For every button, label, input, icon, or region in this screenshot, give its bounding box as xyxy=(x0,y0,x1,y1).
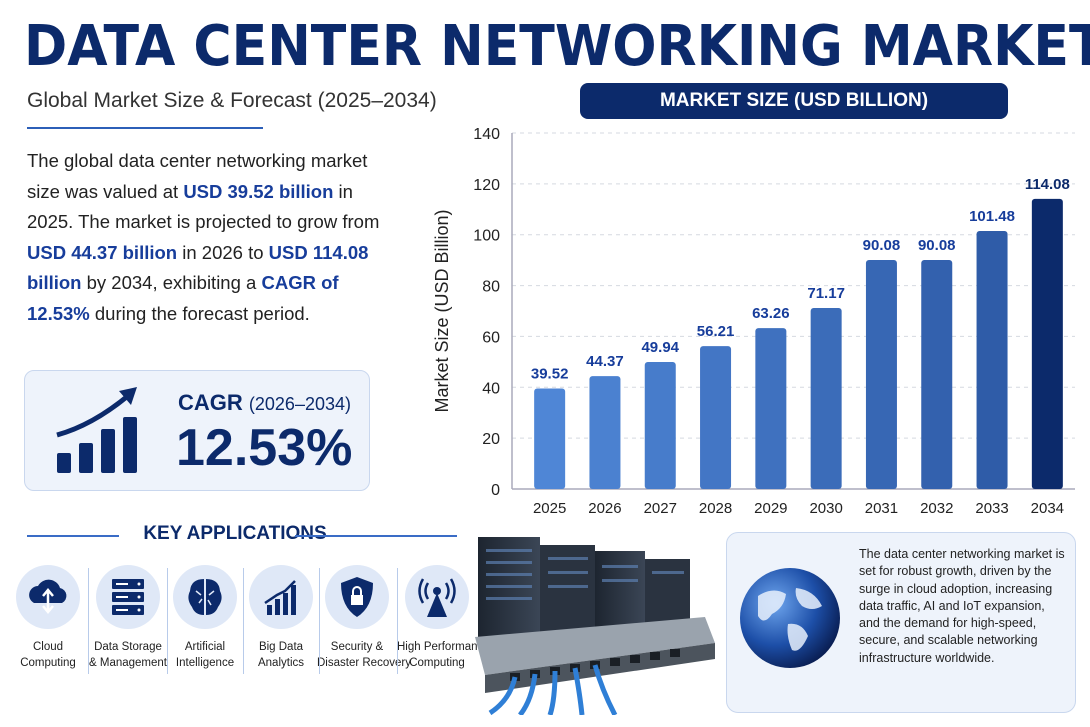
application-icon-circle xyxy=(405,565,469,629)
data-label: 56.21 xyxy=(697,323,735,340)
data-label: 44.37 xyxy=(586,353,624,370)
cagr-label: CAGR (2026–2034) xyxy=(178,390,351,415)
y-tick-label: 40 xyxy=(482,380,500,397)
bar xyxy=(976,230,1008,489)
data-label: 90.08 xyxy=(918,237,956,254)
summary-text: The global data center networking market… xyxy=(27,150,380,324)
application-item: Security & Disaster Recovery xyxy=(317,565,411,671)
bar xyxy=(589,376,621,489)
server-icon xyxy=(112,579,144,615)
application-label: Data Storage & Management xyxy=(89,641,167,669)
application-label: Security & Disaster Recovery xyxy=(317,641,411,669)
divider xyxy=(88,568,89,674)
divider xyxy=(295,535,457,537)
application-item: Artificial Intelligence xyxy=(165,565,245,671)
y-tick-label: 100 xyxy=(473,228,500,245)
bar-chart: 0 20 40 60 80 100 120 140 39.52 2025 44.37 2026 49.9… xyxy=(432,126,1075,517)
bar xyxy=(865,259,897,489)
divider xyxy=(243,568,244,674)
info-text: The data center networking market is set… xyxy=(859,547,1065,665)
application-icon-circle xyxy=(96,565,160,629)
cagr-value: 12.53% xyxy=(176,419,353,477)
x-tick-label: 2030 xyxy=(809,500,842,517)
divider xyxy=(166,568,168,674)
y-tick-label: 80 xyxy=(482,279,500,296)
bar xyxy=(1031,198,1063,489)
x-tick-label: 2034 xyxy=(1031,500,1064,517)
application-item: High Performance Computing xyxy=(397,565,490,671)
page-title: DATA CENTER NETWORKING MARKET xyxy=(24,14,1090,79)
data-label: 39.52 xyxy=(531,366,569,383)
data-label: 49.94 xyxy=(641,339,679,356)
chart-title: MARKET SIZE (USD BILLION) xyxy=(580,83,1008,119)
application-label: High Performance Computing xyxy=(397,641,490,669)
bar xyxy=(810,308,842,489)
x-tick-label: 2028 xyxy=(699,500,732,517)
network-switch-server-image xyxy=(475,537,715,715)
application-label: Big Data Analytics xyxy=(257,641,305,669)
y-tick-label: 140 xyxy=(473,126,500,143)
data-label: 101.48 xyxy=(969,208,1015,225)
data-label: 114.08 xyxy=(1025,176,1070,193)
cloud-upload-icon xyxy=(29,579,67,614)
y-tick-label: 60 xyxy=(482,329,500,346)
x-tick-label: 2032 xyxy=(920,500,953,517)
data-label: 63.26 xyxy=(752,305,790,322)
divider xyxy=(27,127,263,129)
application-label: Artificial Intelligence xyxy=(175,641,235,669)
data-label: 90.08 xyxy=(863,237,901,254)
y-tick-label: 0 xyxy=(491,482,500,499)
application-item: Big Data Analytics xyxy=(241,565,321,671)
x-tick-label: 2031 xyxy=(865,500,898,517)
page-subtitle: Global Market Size & Forecast (2025–2034… xyxy=(27,89,437,112)
application-icon-circle xyxy=(325,565,389,629)
bar-chart-icon xyxy=(264,580,296,615)
cagr-card xyxy=(24,370,370,491)
application-item: Data Storage & Management xyxy=(88,565,168,671)
application-label: Cloud Computing xyxy=(20,641,76,669)
divider xyxy=(397,568,398,674)
bar xyxy=(534,388,566,489)
x-tick-label: 2033 xyxy=(975,500,1008,517)
globe-icon xyxy=(740,568,840,668)
divider xyxy=(27,535,119,537)
x-tick-label: 2029 xyxy=(754,500,787,517)
y-axis-label: Market Size (USD Billion) xyxy=(432,209,452,412)
application-item: Cloud Computing xyxy=(8,565,88,671)
brain-icon xyxy=(188,579,222,615)
bar xyxy=(921,259,953,489)
divider xyxy=(319,568,320,674)
x-tick-label: 2025 xyxy=(533,500,566,517)
y-tick-label: 20 xyxy=(482,431,500,448)
x-tick-label: 2027 xyxy=(644,500,677,517)
shield-lock-icon xyxy=(341,577,373,617)
data-label: 71.17 xyxy=(807,285,845,302)
antenna-icon xyxy=(418,578,456,617)
y-tick-label: 120 xyxy=(473,177,500,194)
bar xyxy=(755,328,787,489)
x-tick-label: 2026 xyxy=(588,500,621,517)
bar xyxy=(700,346,732,489)
growth-chart-arrow-icon xyxy=(56,387,137,473)
application-icon-circle xyxy=(249,565,313,629)
application-icon-circle xyxy=(173,565,237,629)
application-icon-circle xyxy=(16,565,80,629)
bar xyxy=(644,362,676,489)
key-applications-title: KEY APPLICATIONS xyxy=(143,523,327,544)
